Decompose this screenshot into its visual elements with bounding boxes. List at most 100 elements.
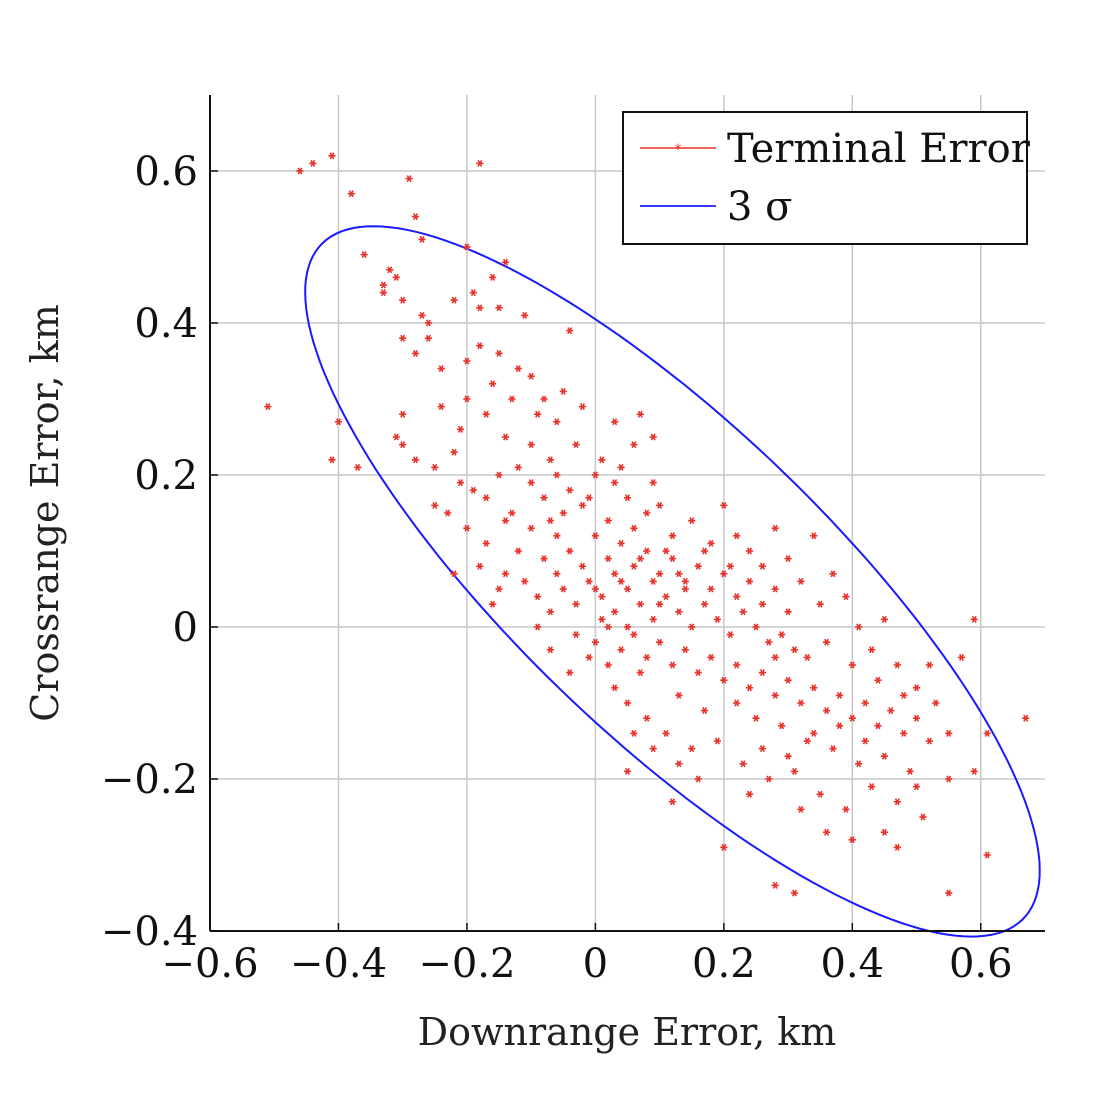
y-tick-label: −0.2 xyxy=(101,757,198,803)
data-point xyxy=(720,501,728,509)
data-point xyxy=(514,365,522,373)
data-point xyxy=(585,494,593,502)
data-point xyxy=(521,311,529,319)
data-point xyxy=(604,517,612,525)
data-point xyxy=(630,562,638,570)
data-point xyxy=(566,327,574,335)
data-point xyxy=(701,547,709,555)
data-point xyxy=(823,638,831,646)
data-point xyxy=(469,486,477,494)
data-point xyxy=(399,410,407,418)
data-point xyxy=(604,661,612,669)
data-point xyxy=(617,577,625,585)
data-point xyxy=(694,775,702,783)
data-point xyxy=(649,433,657,441)
data-point xyxy=(701,707,709,715)
data-point xyxy=(264,403,272,411)
data-point xyxy=(527,479,535,487)
data-point xyxy=(861,699,869,707)
data-point xyxy=(527,372,535,380)
data-point xyxy=(643,714,651,722)
y-tick-label: 0.6 xyxy=(134,149,198,195)
data-point xyxy=(424,334,432,342)
data-point xyxy=(566,547,574,555)
data-point xyxy=(810,684,818,692)
x-tick-label: 0.4 xyxy=(820,941,884,987)
data-point xyxy=(848,714,856,722)
data-point xyxy=(912,714,921,722)
data-point xyxy=(482,539,490,547)
data-point xyxy=(598,593,606,601)
data-point xyxy=(765,775,773,783)
data-point xyxy=(970,615,978,623)
data-point xyxy=(623,699,632,707)
data-point xyxy=(861,737,869,745)
data-point xyxy=(450,570,458,578)
data-point xyxy=(688,623,696,631)
data-point xyxy=(771,691,779,699)
data-point xyxy=(816,600,824,608)
data-point xyxy=(501,570,510,578)
data-point xyxy=(399,296,407,304)
data-point xyxy=(649,745,657,753)
data-point xyxy=(534,593,542,601)
data-point xyxy=(527,441,535,449)
data-point xyxy=(643,547,651,555)
data-point xyxy=(880,752,888,760)
data-point xyxy=(694,669,702,677)
data-point xyxy=(803,653,811,661)
data-point xyxy=(553,532,561,540)
data-point xyxy=(925,737,933,745)
data-point xyxy=(411,213,420,221)
data-point xyxy=(534,410,542,418)
data-point xyxy=(540,555,548,563)
data-point xyxy=(630,524,638,532)
data-point xyxy=(559,509,567,517)
data-point xyxy=(636,669,644,677)
data-point xyxy=(688,517,696,525)
data-point xyxy=(893,843,901,851)
data-point xyxy=(758,562,766,570)
data-point xyxy=(559,387,567,395)
data-point xyxy=(572,441,580,449)
data-point xyxy=(379,281,387,289)
data-point xyxy=(636,600,644,608)
data-point xyxy=(900,691,908,699)
data-point xyxy=(855,760,863,768)
data-point xyxy=(893,661,901,669)
y-tick-label: 0.2 xyxy=(134,453,198,499)
data-point xyxy=(784,676,792,684)
y-tick-label: 0 xyxy=(173,605,198,651)
legend: * Terminal Error 3 σ xyxy=(622,111,1031,245)
data-point xyxy=(906,767,914,775)
data-point xyxy=(694,562,702,570)
data-point xyxy=(572,631,580,639)
data-point xyxy=(418,311,426,319)
data-point xyxy=(656,501,664,509)
data-point xyxy=(617,539,625,547)
data-point xyxy=(784,608,792,616)
data-point xyxy=(585,653,593,661)
data-point xyxy=(919,813,927,821)
data-points xyxy=(264,152,1030,897)
data-point xyxy=(874,722,882,730)
data-point xyxy=(823,707,831,715)
data-point xyxy=(598,615,606,623)
data-point xyxy=(675,691,683,699)
data-point xyxy=(945,889,953,897)
data-point xyxy=(469,289,477,297)
data-point xyxy=(829,745,837,753)
data-point xyxy=(482,494,490,502)
data-point xyxy=(553,570,561,578)
data-point xyxy=(739,760,747,768)
data-point xyxy=(784,752,792,760)
data-point xyxy=(514,463,522,471)
data-point xyxy=(591,638,599,646)
axes xyxy=(209,95,1045,932)
data-point xyxy=(598,456,606,464)
data-point xyxy=(842,805,850,813)
data-point xyxy=(784,555,792,563)
data-point xyxy=(566,669,574,677)
legend-swatch-marker: * xyxy=(675,142,682,158)
sigma-ellipse-layer xyxy=(304,225,1041,938)
